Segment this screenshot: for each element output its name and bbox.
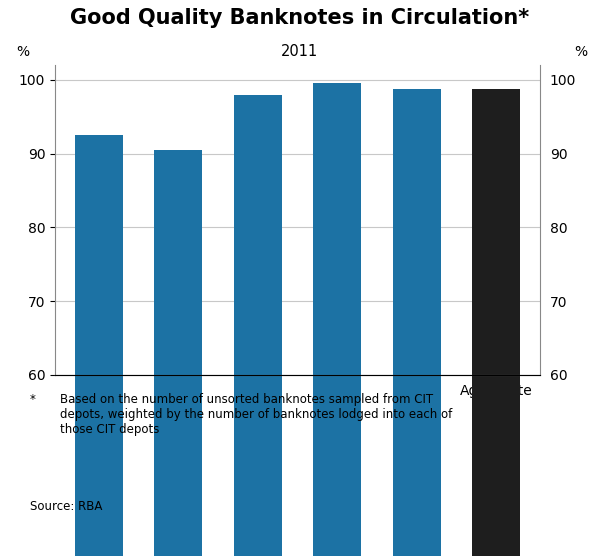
Text: %: % (574, 45, 587, 59)
Bar (472, 90, 520, 556)
Text: Based on the number of unsorted banknotes sampled from CIT
depots, weighted by t: Based on the number of unsorted banknote… (60, 393, 452, 436)
Text: Good Quality Banknotes in Circulation*: Good Quality Banknotes in Circulation* (70, 8, 530, 28)
Text: %: % (16, 45, 29, 59)
Bar (75, 135, 122, 556)
Text: *: * (30, 393, 36, 406)
Bar (234, 95, 281, 556)
Text: Source: RBA: Source: RBA (30, 500, 103, 513)
Text: 2011: 2011 (281, 44, 319, 59)
Bar (393, 88, 440, 556)
Bar (313, 83, 361, 556)
Bar (154, 150, 202, 556)
